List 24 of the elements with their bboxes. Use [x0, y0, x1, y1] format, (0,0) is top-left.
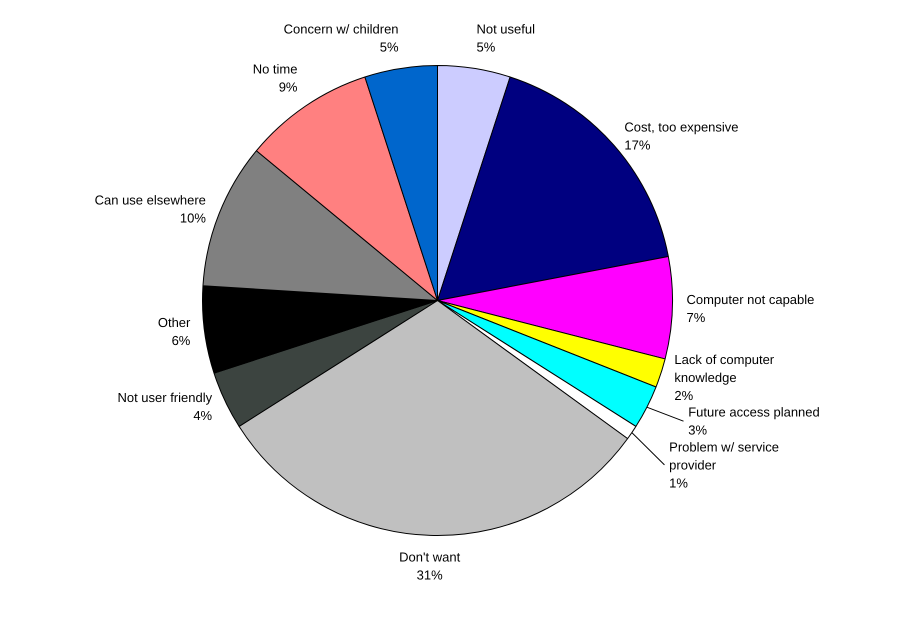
data-label: 10% — [180, 210, 206, 226]
slice-label: Lack of computer knowledge — [674, 352, 775, 385]
data-label: 4% — [193, 408, 213, 424]
data-label: 5% — [380, 39, 399, 54]
slice-label: Other — [158, 315, 192, 330]
slice-label: Not useful — [476, 21, 536, 36]
data-label: 2% — [674, 388, 694, 403]
slice-label: Can use elsewhere — [94, 192, 206, 208]
slice-label: Problem w/ service provider — [669, 439, 779, 472]
slice-label: Future access planned — [688, 404, 820, 420]
slice-label: Not user friendly — [117, 390, 213, 406]
data-label: 6% — [172, 333, 191, 348]
data-label: 17% — [624, 137, 651, 152]
slice-label: Concern w/ children — [284, 21, 399, 36]
data-label: 5% — [476, 39, 496, 54]
data-label: 3% — [688, 422, 708, 438]
data-label: 31% — [416, 567, 444, 582]
slice-label: Cost, too expensive — [624, 119, 739, 134]
data-label: 7% — [686, 310, 706, 325]
data-label: 1% — [669, 475, 688, 490]
slice-label: No time — [252, 61, 298, 76]
slice-label: Don't want — [399, 549, 461, 564]
data-label: 9% — [278, 79, 298, 94]
slice-label: Computer not capable — [686, 292, 814, 307]
